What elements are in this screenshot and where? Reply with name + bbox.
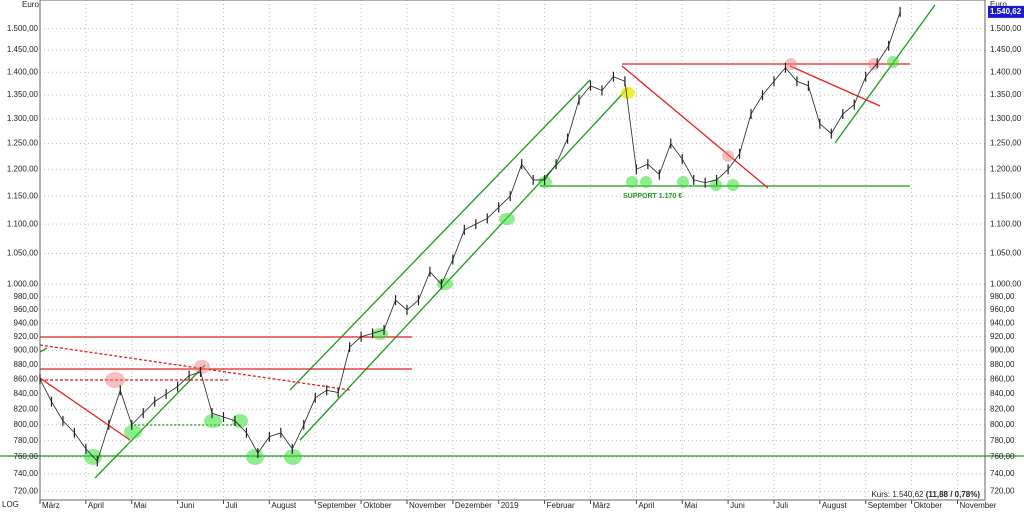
y-tick-label: 1.450,00 (990, 45, 1022, 54)
trend-line (94, 364, 206, 479)
y-tick-label: 780,00 (990, 436, 1015, 445)
trend-line (39, 347, 48, 353)
y-tick-label: 960,00 (990, 305, 1015, 314)
x-tick-label: April (638, 501, 654, 510)
x-tick-label: November (409, 501, 446, 510)
quote-change: (11,88 / 0,78%) (926, 490, 981, 499)
y-tick-label: 960,00 (14, 305, 39, 314)
y-tick-label: 880,00 (990, 360, 1015, 369)
trend-line (299, 87, 629, 441)
x-tick-label: Mai (134, 501, 147, 510)
resistance-markers (105, 58, 880, 388)
y-tick-label: 1.200,00 (990, 164, 1022, 173)
y-tick-label: 740,00 (990, 469, 1015, 478)
last-price-box (988, 5, 1024, 18)
y-tick-label: 900,00 (990, 346, 1015, 355)
last-price-label: 1.540,62 (990, 7, 1022, 16)
x-tick-label: März (592, 501, 610, 510)
x-tick-label: Oktober (363, 501, 392, 510)
y-unit-right: Euro (990, 0, 1007, 9)
y-tick-label: 980,00 (990, 292, 1015, 301)
y-tick-label: 1.100,00 (990, 219, 1022, 228)
y-tick-label: 1.150,00 (7, 191, 39, 200)
x-tick-label: September (868, 501, 907, 510)
y-tick-label: 1.200,00 (7, 164, 39, 173)
y-tick-label: 1.250,00 (990, 139, 1022, 148)
y-tick-label: 920,00 (990, 332, 1015, 341)
analysis-lines (0, 4, 1024, 479)
resistance-line (789, 65, 881, 107)
y-tick-label: 800,00 (14, 420, 39, 429)
y-tick-label: 1.050,00 (7, 249, 39, 258)
y-tick-label: 980,00 (14, 292, 39, 301)
y-tick-label: 880,00 (14, 360, 39, 369)
x-tick-label: September (317, 501, 356, 510)
x-tick-label: Juni (730, 501, 745, 510)
y-tick-label: 940,00 (990, 318, 1015, 327)
y-tick-label: 1.450,00 (7, 45, 39, 54)
x-tick-label: Oktober (914, 501, 943, 510)
x-tick-label: Mai (684, 501, 697, 510)
y-tick-label: 1.000,00 (7, 279, 39, 288)
y-tick-label: 840,00 (990, 389, 1015, 398)
y-tick-label: 1.350,00 (7, 90, 39, 99)
y-tick-label: 860,00 (990, 374, 1015, 383)
y-tick-label: 1.300,00 (990, 114, 1022, 123)
x-tick-label: Juli (225, 501, 237, 510)
y-tick-label: 820,00 (14, 404, 39, 413)
quote-label: Kurs: (871, 490, 890, 499)
y-tick-label: 840,00 (14, 389, 39, 398)
y-tick-label: 760,00 (990, 452, 1015, 461)
resistance-line (621, 65, 769, 189)
quote: Kurs: 1.540,62 (11,88 / 0,78%) (871, 490, 980, 499)
support-label: SUPPORT 1.170 € (623, 193, 682, 200)
x-tick-label: Juni (180, 501, 195, 510)
y-tick-label: 1.500,00 (990, 24, 1022, 33)
y-tick-label: 1.050,00 (990, 249, 1022, 258)
y-tick-label: 1.500,00 (7, 24, 39, 33)
y-tick-label: 1.000,00 (990, 279, 1022, 288)
y-tick-label: 1.150,00 (990, 191, 1022, 200)
y-tick-label: 1.250,00 (7, 139, 39, 148)
y-tick-label: 1.350,00 (990, 90, 1022, 99)
x-tick-label: November (959, 501, 996, 510)
x-tick-label: Dezember (455, 501, 492, 510)
x-tick-label: 2019 (501, 501, 519, 510)
y-tick-label: 920,00 (14, 332, 39, 341)
x-tick-label: August (822, 501, 848, 510)
y-tick-label: 940,00 (14, 318, 39, 327)
plot-frame (39, 0, 986, 501)
y-tick-label: 900,00 (14, 346, 39, 355)
y-tick-label: 760,00 (14, 452, 39, 461)
y-tick-label: 780,00 (14, 436, 39, 445)
y-tick-label: 1.400,00 (7, 67, 39, 76)
resistance-line (39, 377, 131, 441)
y-unit-left: Euro (22, 0, 39, 9)
y-tick-label: 720,00 (14, 486, 39, 495)
y-tick-label: 1.100,00 (7, 219, 39, 228)
quote-price: 1.540,62 (892, 490, 924, 499)
pivot-marker (621, 87, 635, 99)
y-tick-label: 1.400,00 (990, 67, 1022, 76)
trend-line (834, 4, 936, 144)
y-tick-label: 720,00 (990, 486, 1015, 495)
y-tick-label: 800,00 (990, 420, 1015, 429)
x-tick-label: März (42, 501, 60, 510)
scale-label: LOG (2, 500, 19, 509)
y-tick-label: 860,00 (14, 374, 39, 383)
price-line (39, 11, 901, 463)
y-tick-label: 1.300,00 (7, 114, 39, 123)
x-tick-label: August (271, 501, 297, 510)
x-tick-label: Juli (776, 501, 788, 510)
trend-line (289, 79, 591, 391)
x-tick-label: Februar (547, 501, 575, 510)
x-tick-label: April (88, 501, 104, 510)
y-tick-label: 740,00 (14, 469, 39, 478)
y-tick-label: 820,00 (990, 404, 1015, 413)
